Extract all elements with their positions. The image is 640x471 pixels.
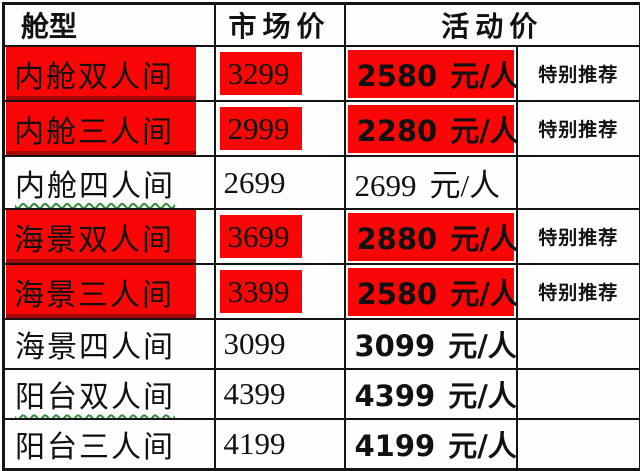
cabin-label: 内舱双人间 xyxy=(6,47,196,100)
cabin-cell: 内舱四人间 xyxy=(4,156,215,209)
activity-price-unit: 元/人 xyxy=(450,59,516,93)
activity-price-unit: 元/人 xyxy=(450,277,516,311)
activity-price-cell: 4399 元/人 xyxy=(345,369,517,419)
cabin-cell: 海景双人间 xyxy=(4,209,215,264)
market-price-cell: 3699 xyxy=(215,209,345,264)
tag-cell xyxy=(517,369,640,419)
cabin-label: 内舱三人间 xyxy=(6,102,196,155)
tag-cell xyxy=(517,156,640,209)
table-row: 阳台三人间 4199 4199 元/人 xyxy=(4,419,640,470)
activity-price-unit: 元/人 xyxy=(430,168,501,203)
activity-price-cell: 2699 元/人 xyxy=(345,156,517,209)
cabin-label: 阳台双人间 xyxy=(5,372,175,416)
market-price-cell: 4399 xyxy=(215,369,345,419)
tag-label: 特别推荐 xyxy=(538,282,618,304)
tag-cell: 特别推荐 xyxy=(517,209,640,264)
activity-price-unit: 元/人 xyxy=(450,114,516,148)
cabin-label: 海景四人间 xyxy=(5,322,175,366)
table-row: 海景三人间 3399 2580 元/人 特别推荐 xyxy=(4,264,640,319)
tag-cell: 特别推荐 xyxy=(517,264,640,319)
header-market-price: 市场价 xyxy=(215,4,345,47)
tag-cell: 特别推荐 xyxy=(517,101,640,156)
tag-cell xyxy=(517,319,640,369)
table-row: 内舱四人间 2699 2699 元/人 xyxy=(4,156,640,209)
market-price-value: 4399 xyxy=(216,376,286,412)
activity-price-unit: 元/人 xyxy=(450,222,516,256)
market-price-cell: 3299 xyxy=(215,46,345,101)
market-price-value: 2699 xyxy=(216,165,286,201)
tag-label: 特别推荐 xyxy=(538,227,618,249)
activity-price-unit: 元/人 xyxy=(448,429,516,463)
market-price-cell: 4199 xyxy=(215,419,345,470)
header-cabin-type: 舱型 xyxy=(4,4,215,47)
market-price-cell: 3099 xyxy=(215,319,345,369)
activity-price-unit: 元/人 xyxy=(448,329,516,363)
activity-price-value: 4399 xyxy=(355,379,436,413)
tag-cell xyxy=(517,419,640,470)
activity-price-cell: 2280 元/人 xyxy=(345,101,517,156)
tag-label: 特别推荐 xyxy=(538,64,618,86)
cabin-cell: 海景三人间 xyxy=(4,264,215,319)
market-price-cell: 2699 xyxy=(215,156,345,209)
cabin-label: 阳台三人间 xyxy=(5,422,175,466)
cabin-cell: 内舱三人间 xyxy=(4,101,215,156)
market-price-value: 2999 xyxy=(220,107,302,150)
cabin-cell: 内舱双人间 xyxy=(4,46,215,101)
market-price-value: 3699 xyxy=(220,215,302,258)
market-price-value: 3399 xyxy=(220,270,302,313)
activity-price-unit: 元/人 xyxy=(448,379,516,413)
market-price-value: 3099 xyxy=(216,326,286,362)
tag-label: 特别推荐 xyxy=(538,119,618,141)
activity-price-value: 2580 xyxy=(357,277,438,311)
cabin-cell: 海景四人间 xyxy=(4,319,215,369)
tag-cell: 特别推荐 xyxy=(517,46,640,101)
activity-price-cell: 2580 元/人 xyxy=(345,264,517,319)
table-row: 海景双人间 3699 2880 元/人 特别推荐 xyxy=(4,209,640,264)
cabin-label: 海景三人间 xyxy=(6,265,196,318)
activity-price-cell: 2580 元/人 xyxy=(345,46,517,101)
header-row: 舱型 市场价 活动价 xyxy=(4,4,640,47)
table-row: 内舱三人间 2999 2280 元/人 特别推荐 xyxy=(4,101,640,156)
cabin-cell: 阳台三人间 xyxy=(4,419,215,470)
activity-price-value: 2699 xyxy=(355,168,417,203)
activity-price-value: 3099 xyxy=(355,329,436,363)
table-row: 内舱双人间 3299 2580 元/人 特别推荐 xyxy=(4,46,640,101)
activity-price-cell: 3099 元/人 xyxy=(345,319,517,369)
activity-price-cell: 2880 元/人 xyxy=(345,209,517,264)
market-price-cell: 3399 xyxy=(215,264,345,319)
header-activity-price: 活动价 xyxy=(345,4,640,47)
cabin-label: 海景双人间 xyxy=(6,210,196,263)
activity-price-value: 2580 xyxy=(357,59,438,93)
cabin-label: 内舱四人间 xyxy=(5,161,175,205)
table-row: 海景四人间 3099 3099 元/人 xyxy=(4,319,640,369)
activity-price-value: 2280 xyxy=(357,114,438,148)
market-price-value: 4199 xyxy=(216,426,286,462)
market-price-cell: 2999 xyxy=(215,101,345,156)
cabin-cell: 阳台双人间 xyxy=(4,369,215,419)
activity-price-value: 4199 xyxy=(355,429,436,463)
table-row: 阳台双人间 4399 4399 元/人 xyxy=(4,369,640,419)
activity-price-value: 2880 xyxy=(357,222,438,256)
activity-price-cell: 4199 元/人 xyxy=(345,419,517,470)
market-price-value: 3299 xyxy=(220,52,302,95)
